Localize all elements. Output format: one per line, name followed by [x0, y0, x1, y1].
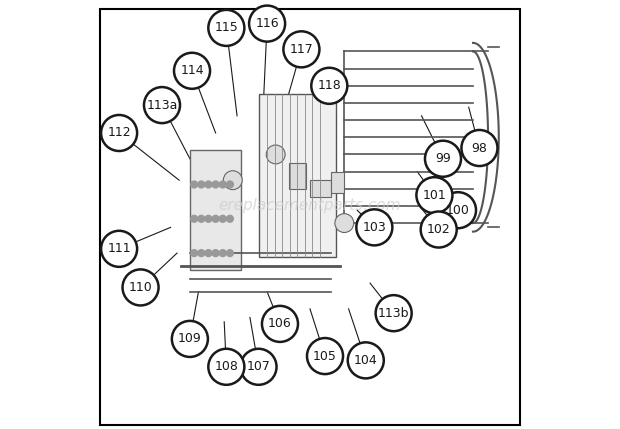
Circle shape — [208, 10, 244, 46]
Circle shape — [348, 342, 384, 378]
Circle shape — [205, 250, 212, 257]
Text: 114: 114 — [180, 64, 204, 77]
Circle shape — [172, 321, 208, 357]
Text: 111: 111 — [107, 242, 131, 255]
Circle shape — [219, 181, 226, 188]
Text: 110: 110 — [129, 281, 153, 294]
Text: 106: 106 — [268, 317, 292, 330]
Circle shape — [262, 306, 298, 342]
Circle shape — [191, 181, 198, 188]
Text: 113a: 113a — [146, 99, 178, 112]
Circle shape — [226, 215, 233, 222]
Circle shape — [198, 215, 205, 222]
Circle shape — [219, 250, 226, 257]
Text: 115: 115 — [215, 21, 238, 34]
Circle shape — [223, 171, 242, 190]
Text: 102: 102 — [427, 223, 451, 236]
FancyBboxPatch shape — [190, 150, 241, 270]
Circle shape — [198, 250, 205, 257]
FancyBboxPatch shape — [259, 94, 336, 257]
Circle shape — [101, 115, 137, 151]
Circle shape — [226, 181, 233, 188]
Circle shape — [191, 215, 198, 222]
Text: 116: 116 — [255, 17, 279, 30]
Circle shape — [417, 177, 453, 213]
Circle shape — [376, 295, 412, 331]
Circle shape — [144, 87, 180, 123]
Circle shape — [335, 214, 354, 233]
Text: 101: 101 — [423, 189, 446, 202]
Circle shape — [311, 68, 347, 104]
Circle shape — [198, 181, 205, 188]
Circle shape — [440, 192, 476, 228]
Text: 99: 99 — [435, 152, 451, 165]
Circle shape — [425, 141, 461, 177]
Circle shape — [208, 349, 244, 385]
Circle shape — [461, 130, 497, 166]
Text: 112: 112 — [107, 127, 131, 139]
Circle shape — [356, 209, 392, 245]
Text: 118: 118 — [317, 79, 341, 92]
Circle shape — [191, 250, 198, 257]
Circle shape — [307, 338, 343, 374]
Circle shape — [219, 215, 226, 222]
Text: 100: 100 — [446, 204, 470, 217]
Circle shape — [205, 181, 212, 188]
FancyBboxPatch shape — [310, 180, 332, 197]
Circle shape — [212, 181, 219, 188]
Circle shape — [226, 250, 233, 257]
Text: 117: 117 — [290, 43, 313, 56]
Text: 105: 105 — [313, 350, 337, 363]
Circle shape — [174, 53, 210, 89]
FancyBboxPatch shape — [332, 172, 344, 193]
Text: 113b: 113b — [378, 307, 409, 320]
Circle shape — [212, 250, 219, 257]
Circle shape — [266, 145, 285, 164]
Text: ereplacementparts.com: ereplacementparts.com — [219, 199, 401, 213]
Circle shape — [101, 231, 137, 267]
Circle shape — [283, 31, 319, 67]
Text: 108: 108 — [215, 360, 238, 373]
Circle shape — [249, 6, 285, 42]
Circle shape — [421, 211, 457, 248]
Circle shape — [123, 269, 159, 305]
Text: 103: 103 — [363, 221, 386, 234]
Circle shape — [212, 215, 219, 222]
Text: 104: 104 — [354, 354, 378, 367]
Circle shape — [241, 349, 277, 385]
Text: 107: 107 — [247, 360, 270, 373]
Circle shape — [205, 215, 212, 222]
FancyBboxPatch shape — [288, 163, 306, 189]
Text: 98: 98 — [472, 142, 487, 154]
Text: 109: 109 — [178, 332, 202, 345]
